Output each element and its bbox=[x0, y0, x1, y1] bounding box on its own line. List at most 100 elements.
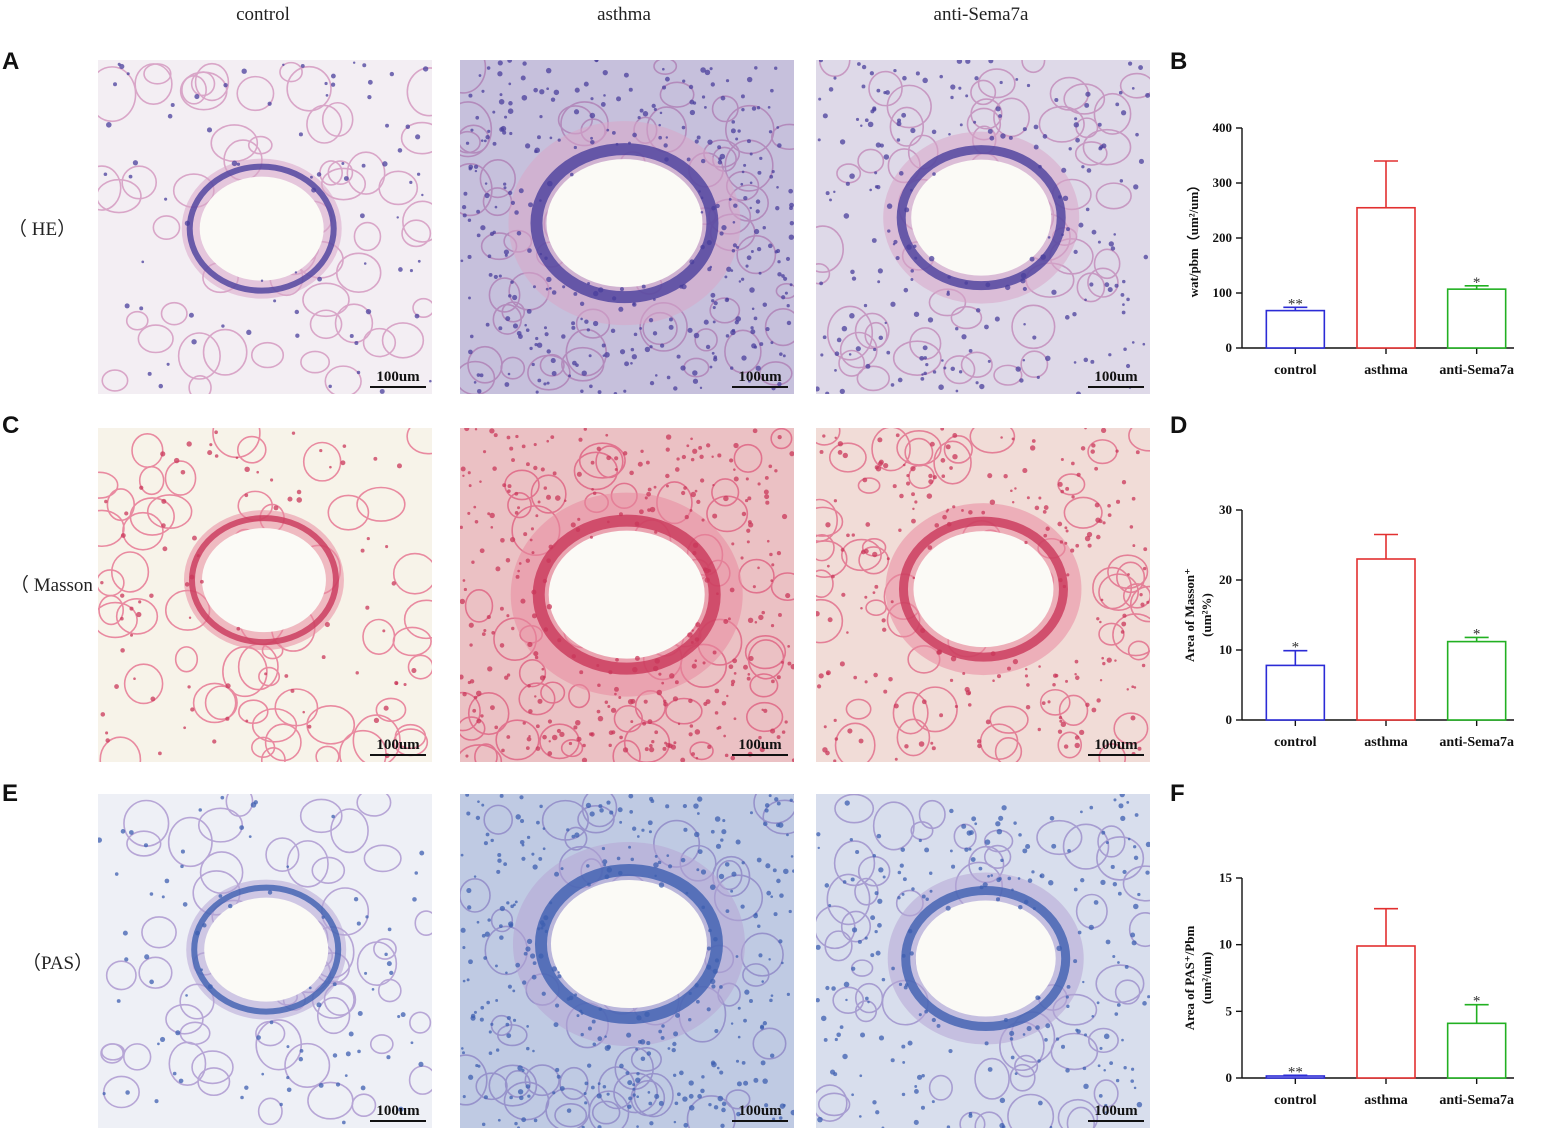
micrograph-pas-anti-sema7a: 100um bbox=[816, 794, 1150, 1128]
tissue-illustration bbox=[98, 60, 432, 394]
y-tick-label: 0 bbox=[1226, 712, 1233, 727]
scale-bar-label: 100um bbox=[376, 369, 420, 385]
y-tick-label: 10 bbox=[1219, 937, 1232, 952]
y-tick-label: 0 bbox=[1226, 340, 1233, 355]
micrograph-masson-anti-sema7a: 100um bbox=[816, 428, 1150, 762]
significance-marker: * bbox=[1292, 640, 1300, 656]
bar-asthma bbox=[1356, 206, 1416, 349]
x-tick-label: control bbox=[1274, 363, 1317, 378]
tissue-illustration bbox=[816, 60, 1150, 394]
y-tick-label: 5 bbox=[1226, 1003, 1233, 1018]
y-tick-label: 15 bbox=[1219, 870, 1233, 885]
airway-epithelium bbox=[186, 163, 337, 294]
micrograph-masson-control: 100um bbox=[98, 428, 432, 762]
tissue-illustration bbox=[460, 60, 794, 394]
x-tick-label: asthma bbox=[1364, 363, 1408, 378]
scale-bar-label: 100um bbox=[1094, 369, 1138, 385]
stain-label-masson: （ Masson bbox=[10, 575, 93, 596]
x-tick-label: asthma bbox=[1364, 1093, 1408, 1108]
tissue-illustration bbox=[98, 794, 432, 1128]
tissue-illustration bbox=[98, 428, 432, 762]
scale-bar: 100um bbox=[732, 737, 788, 756]
y-tick-label: 300 bbox=[1213, 175, 1233, 190]
bar-asthma bbox=[1356, 558, 1416, 721]
panel-letter-e: E bbox=[2, 780, 19, 807]
scale-bar: 100um bbox=[370, 1103, 426, 1122]
significance-marker: * bbox=[1473, 275, 1481, 291]
scale-bar-line bbox=[1088, 1120, 1144, 1122]
scale-bar-line bbox=[370, 386, 426, 388]
scale-bar: 100um bbox=[732, 1103, 788, 1122]
column-header-control: control bbox=[236, 4, 290, 25]
micrograph-pas-asthma: 100um bbox=[460, 794, 794, 1128]
scale-bar-label: 100um bbox=[738, 737, 782, 753]
y-axis-label: Area of Masson⁺ (um²%) bbox=[1182, 568, 1214, 662]
y-tick-label: 100 bbox=[1213, 285, 1233, 300]
airway-epithelium bbox=[530, 143, 719, 304]
bar-control bbox=[1265, 1075, 1326, 1079]
scale-bar-label: 100um bbox=[1094, 1103, 1138, 1119]
scale-bar-line bbox=[732, 754, 788, 756]
significance-marker: * bbox=[1473, 626, 1481, 642]
bar-control bbox=[1265, 664, 1326, 721]
bar-anti-sema7a bbox=[1446, 640, 1507, 721]
y-tick-label: 400 bbox=[1213, 120, 1233, 135]
scale-bar: 100um bbox=[732, 369, 788, 388]
y-axis-label: wat/pbm（um²/um） bbox=[1186, 179, 1201, 298]
significance-marker: ** bbox=[1288, 1064, 1303, 1080]
cell-nuclei bbox=[816, 428, 1150, 762]
airway-lumen bbox=[546, 159, 703, 288]
scale-bar-line bbox=[370, 754, 426, 756]
scale-bar-label: 100um bbox=[738, 369, 782, 385]
tissue-illustration bbox=[460, 794, 794, 1128]
significance-marker: ** bbox=[1288, 296, 1303, 312]
cell-nuclei bbox=[460, 60, 794, 394]
y-tick-label: 10 bbox=[1219, 642, 1232, 657]
scale-bar-line bbox=[1088, 754, 1144, 756]
scale-bar-label: 100um bbox=[1094, 737, 1138, 753]
x-tick-label: anti-Sema7a bbox=[1439, 735, 1514, 750]
airway-epithelium bbox=[901, 886, 1071, 1032]
x-tick-label: control bbox=[1274, 1093, 1317, 1108]
airway-lumen bbox=[204, 897, 329, 1002]
y-tick-label: 30 bbox=[1219, 502, 1232, 517]
scale-bar: 100um bbox=[1088, 1103, 1144, 1122]
cell-nuclei bbox=[98, 795, 425, 1125]
bar-chart-f: Area of PAS⁺/Pbm (um²/um) 0 5 10 15 ** control a… bbox=[1180, 860, 1540, 1130]
tissue-illustration bbox=[816, 428, 1150, 762]
airway-epithelium bbox=[534, 864, 723, 1025]
stain-label-pas: （PAS） bbox=[22, 953, 94, 974]
scale-bar: 100um bbox=[370, 369, 426, 388]
airway-lumen bbox=[915, 900, 1056, 1017]
micrograph-he-asthma: 100um bbox=[460, 60, 794, 394]
x-tick-label: anti-Sema7a bbox=[1439, 363, 1514, 378]
y-axis-label-line2: (um²/um) bbox=[1199, 952, 1214, 1004]
y-axis-label-line1: Area of Masson⁺ bbox=[1182, 568, 1197, 662]
airway-lumen bbox=[548, 530, 705, 659]
cell-nuclei bbox=[103, 61, 432, 394]
scale-bar: 100um bbox=[370, 737, 426, 756]
bar-control bbox=[1265, 309, 1326, 349]
micrograph-he-anti-sema7a: 100um bbox=[816, 60, 1150, 394]
airway-lumen bbox=[911, 159, 1052, 276]
scale-bar-label: 100um bbox=[738, 1103, 782, 1119]
panel-letter-f: F bbox=[1170, 780, 1185, 807]
y-axis-label: Area of PAS⁺/Pbm (um²/um) bbox=[1182, 926, 1214, 1031]
scale-bar-line bbox=[732, 386, 788, 388]
scale-bar: 100um bbox=[1088, 369, 1144, 388]
tissue-illustration bbox=[460, 428, 794, 762]
cell-nuclei bbox=[816, 794, 1150, 1128]
y-axis-label-line1: Area of PAS⁺/Pbm bbox=[1182, 926, 1197, 1031]
x-tick-label: anti-Sema7a bbox=[1439, 1093, 1514, 1108]
cell-nuclei bbox=[816, 60, 1150, 394]
airway-epithelium bbox=[898, 516, 1068, 662]
y-tick-label: 200 bbox=[1213, 230, 1233, 245]
airway-epithelium bbox=[896, 145, 1066, 291]
scale-bar-line bbox=[1088, 386, 1144, 388]
micrograph-masson-asthma: 100um bbox=[460, 428, 794, 762]
x-tick-label: control bbox=[1274, 735, 1317, 750]
scale-bar-label: 100um bbox=[376, 737, 420, 753]
scale-bar: 100um bbox=[1088, 737, 1144, 756]
micrograph-he-control: 100um bbox=[98, 60, 432, 394]
airway-lumen bbox=[550, 880, 707, 1009]
